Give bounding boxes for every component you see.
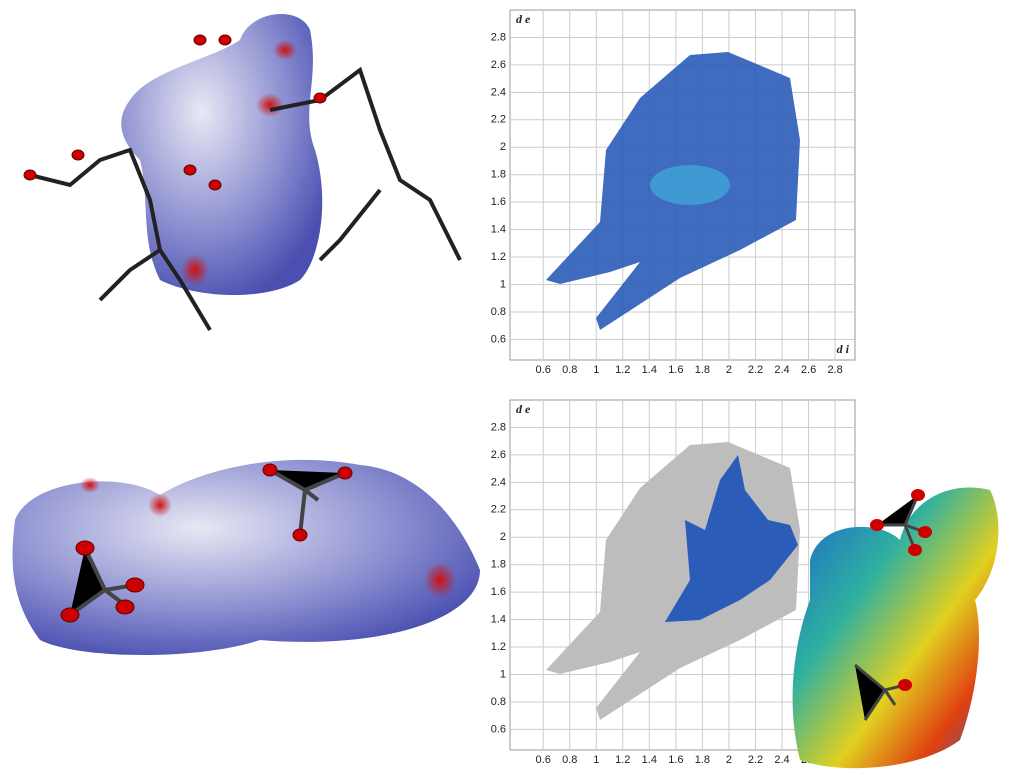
hirshfeld-surface-top xyxy=(24,14,460,330)
x-tick-label: 2.8 xyxy=(827,364,842,376)
y-tick-label: 2.6 xyxy=(491,449,506,461)
y-tick-label: 2.8 xyxy=(491,31,506,43)
x-tick-label: 2.6 xyxy=(801,364,816,376)
y-tick-label: 1.4 xyxy=(491,614,506,626)
x-tick-label: 1.4 xyxy=(642,754,657,766)
y-tick-label: 1.2 xyxy=(491,641,506,653)
x-tick-label: 2.4 xyxy=(774,364,789,376)
x-tick-label: 1.6 xyxy=(668,364,683,376)
y-tick-label: 2.6 xyxy=(491,59,506,71)
y-tick-label: 1.2 xyxy=(491,251,506,263)
y-tick-label: 1.6 xyxy=(491,196,506,208)
x-tick-label: 0.6 xyxy=(536,364,551,376)
y-axis-label: d e xyxy=(516,402,531,416)
x-axis-label: d i xyxy=(837,342,850,356)
x-tick-label: 2.4 xyxy=(774,754,789,766)
x-tick-label: 2 xyxy=(726,364,732,376)
y-axis-label: d e xyxy=(516,12,531,26)
y-tick-label: 0.6 xyxy=(491,333,506,345)
x-tick-label: 2.2 xyxy=(748,364,763,376)
y-tick-label: 0.8 xyxy=(491,306,506,318)
y-tick-label: 1.6 xyxy=(491,586,506,598)
x-tick-label: 0.8 xyxy=(562,754,577,766)
x-tick-label: 1 xyxy=(593,364,599,376)
hirshfeld-surface-bottom xyxy=(13,460,480,655)
figure: 0.6 0.8 1 1.2 1.4 1.6 1.8 2 2.2 2.4 2.6 2.8 0.6 0.8 1 1… xyxy=(0,0,1015,778)
y-tick-label: 2.8 xyxy=(491,421,506,433)
density-highlight xyxy=(650,165,730,205)
y-tick-label: 1.8 xyxy=(491,559,506,571)
x-tick-label: 1.8 xyxy=(695,754,710,766)
y-tick-label: 1.4 xyxy=(491,224,506,236)
x-tick-label: 0.8 xyxy=(562,364,577,376)
y-tick-label: 0.6 xyxy=(491,723,506,735)
x-tick-label: 1.2 xyxy=(615,754,630,766)
x-tick-label: 1.2 xyxy=(615,364,630,376)
x-tick-label: 1.6 xyxy=(668,754,683,766)
x-tick-label: 0.6 xyxy=(536,754,551,766)
y-tick-label: 2.4 xyxy=(491,476,506,488)
y-tick-label: 2.4 xyxy=(491,86,506,98)
y-tick-label: 2 xyxy=(500,531,506,543)
x-tick-label: 1.4 xyxy=(642,364,657,376)
x-tick-label: 1 xyxy=(593,754,599,766)
y-tick-label: 2.2 xyxy=(491,504,506,516)
y-tick-label: 1 xyxy=(500,278,506,290)
x-tick-label: 2.2 xyxy=(748,754,763,766)
y-tick-label: 2.2 xyxy=(491,114,506,126)
x-tick-label: 1.8 xyxy=(695,364,710,376)
y-tick-label: 0.8 xyxy=(491,696,506,708)
y-tick-label: 1 xyxy=(500,668,506,680)
y-tick-label: 1.8 xyxy=(491,169,506,181)
x-tick-label: 2 xyxy=(726,754,732,766)
y-tick-label: 2 xyxy=(500,141,506,153)
